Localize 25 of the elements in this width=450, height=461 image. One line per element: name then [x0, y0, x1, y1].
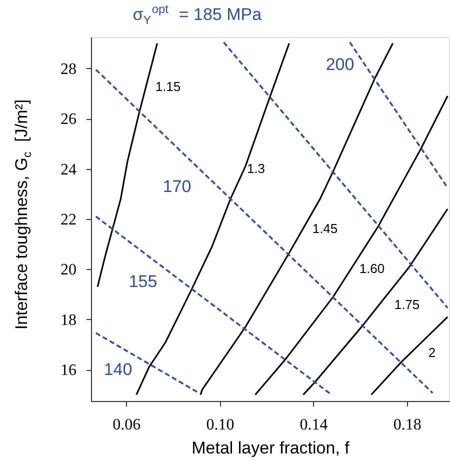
x-tick-label: 0.18 [393, 416, 422, 434]
annotation: 200 [326, 55, 354, 74]
line-series [302, 208, 448, 396]
annotation: 1.15 [155, 79, 181, 94]
y-tick-label: 26 [60, 111, 76, 128]
annotation: 170 [162, 177, 192, 196]
annotation: 1.75 [394, 297, 420, 312]
x-tick-label: 0.06 [112, 416, 141, 434]
annotation: 1.3 [246, 161, 266, 176]
y-tick-label: 28 [60, 60, 76, 78]
annotation: 2 [428, 345, 436, 360]
x-tick-label: 0.14 [300, 416, 328, 434]
x-axis-title: Metal layer fraction, f [192, 438, 350, 458]
y-tick-label: 20 [60, 262, 76, 279]
y-tick-label: 24 [60, 161, 76, 178]
y-tick-label: 22 [60, 212, 76, 228]
y-tick-label: 18 [60, 312, 76, 329]
line-series [200, 42, 394, 396]
y-tick-label: 16 [60, 362, 76, 380]
annotation: 1.60 [359, 261, 385, 276]
annotation: 1.45 [312, 221, 338, 236]
x-tick-label: 0.10 [206, 416, 234, 434]
y-axis-title: Interface toughness, Gc [J/m²] [12, 99, 34, 330]
annotation: 155 [128, 272, 158, 291]
annotation: 140 [104, 360, 132, 379]
